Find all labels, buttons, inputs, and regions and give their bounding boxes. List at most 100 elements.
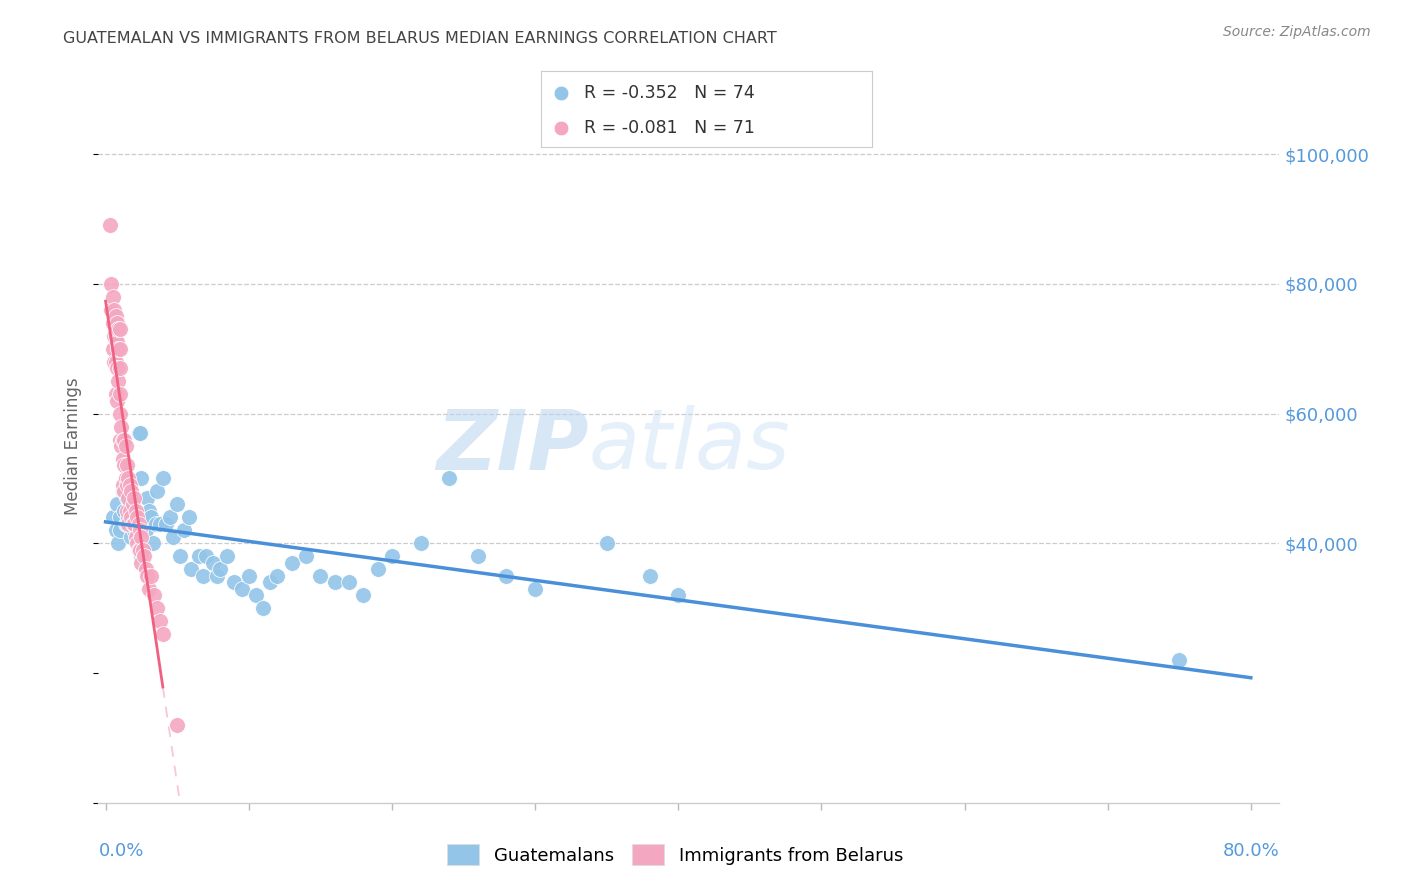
Point	[1168, 653, 1191, 667]
Point	[124, 530, 146, 544]
Point	[128, 516, 150, 531]
Point	[152, 627, 174, 641]
Point	[111, 433, 134, 447]
Point	[104, 524, 127, 538]
Point	[352, 588, 374, 602]
Point	[100, 277, 122, 291]
Point	[111, 484, 134, 499]
Point	[135, 524, 157, 538]
Point	[187, 549, 209, 564]
Point	[155, 516, 177, 531]
Point	[409, 536, 432, 550]
Point	[104, 354, 127, 368]
Point	[122, 504, 145, 518]
Point	[115, 516, 138, 531]
Point	[114, 516, 136, 531]
Point	[104, 387, 127, 401]
Point	[117, 491, 139, 505]
Point	[117, 516, 139, 531]
Point	[124, 504, 146, 518]
Point	[105, 316, 128, 330]
Point	[367, 562, 389, 576]
Point	[135, 562, 157, 576]
Point	[108, 510, 131, 524]
Point	[111, 452, 134, 467]
Point	[115, 478, 138, 492]
Point	[108, 387, 131, 401]
Point	[381, 549, 404, 564]
Point	[110, 419, 132, 434]
Point	[245, 588, 267, 602]
Point	[128, 542, 150, 557]
Point	[114, 471, 136, 485]
Point	[120, 516, 142, 531]
Point	[131, 530, 153, 544]
Point	[201, 556, 224, 570]
Point	[128, 425, 150, 440]
Point	[114, 439, 136, 453]
Point	[295, 549, 318, 564]
Text: R = -0.352   N = 74: R = -0.352 N = 74	[585, 84, 755, 102]
Point	[132, 542, 155, 557]
Point	[107, 536, 129, 550]
Point	[120, 530, 142, 544]
Point	[207, 568, 229, 582]
Text: atlas: atlas	[589, 406, 790, 486]
Point	[152, 471, 174, 485]
Point	[101, 342, 124, 356]
Point	[666, 588, 689, 602]
Point	[101, 290, 124, 304]
Point	[131, 471, 153, 485]
Point	[238, 568, 260, 582]
Point	[122, 516, 145, 531]
Point	[103, 354, 125, 368]
Point	[121, 516, 143, 531]
Point	[173, 524, 195, 538]
Point	[259, 575, 281, 590]
Point	[131, 556, 153, 570]
Point	[166, 497, 188, 511]
Point	[138, 504, 160, 518]
Point	[638, 568, 661, 582]
Text: GUATEMALAN VS IMMIGRANTS FROM BELARUS MEDIAN EARNINGS CORRELATION CHART: GUATEMALAN VS IMMIGRANTS FROM BELARUS ME…	[63, 31, 778, 46]
Point	[191, 568, 214, 582]
Point	[337, 575, 360, 590]
Point	[169, 549, 191, 564]
Point	[98, 219, 121, 233]
Point	[108, 322, 131, 336]
Point	[252, 601, 274, 615]
Point	[142, 536, 165, 550]
Point	[495, 568, 517, 582]
Point	[143, 588, 166, 602]
Point	[115, 504, 138, 518]
Point	[105, 335, 128, 350]
Point	[125, 530, 148, 544]
Point	[146, 601, 169, 615]
Point	[105, 393, 128, 408]
Point	[115, 491, 138, 505]
Point	[131, 549, 153, 564]
Point	[141, 510, 163, 524]
Point	[122, 491, 145, 505]
Point	[108, 524, 131, 538]
Point	[125, 536, 148, 550]
Point	[224, 575, 246, 590]
Point	[111, 478, 134, 492]
Point	[194, 549, 217, 564]
Point	[105, 497, 128, 511]
Point	[101, 316, 124, 330]
Point	[437, 471, 460, 485]
Point	[136, 568, 159, 582]
Point	[112, 433, 135, 447]
Point	[467, 549, 489, 564]
Point	[108, 407, 131, 421]
Point	[118, 504, 141, 518]
Text: Source: ZipAtlas.com: Source: ZipAtlas.com	[1223, 25, 1371, 39]
Text: R = -0.081   N = 71: R = -0.081 N = 71	[585, 120, 755, 137]
Point	[134, 549, 156, 564]
Point	[122, 524, 145, 538]
Point	[108, 433, 131, 447]
Point	[105, 361, 128, 376]
Point	[101, 510, 124, 524]
Point	[166, 718, 188, 732]
